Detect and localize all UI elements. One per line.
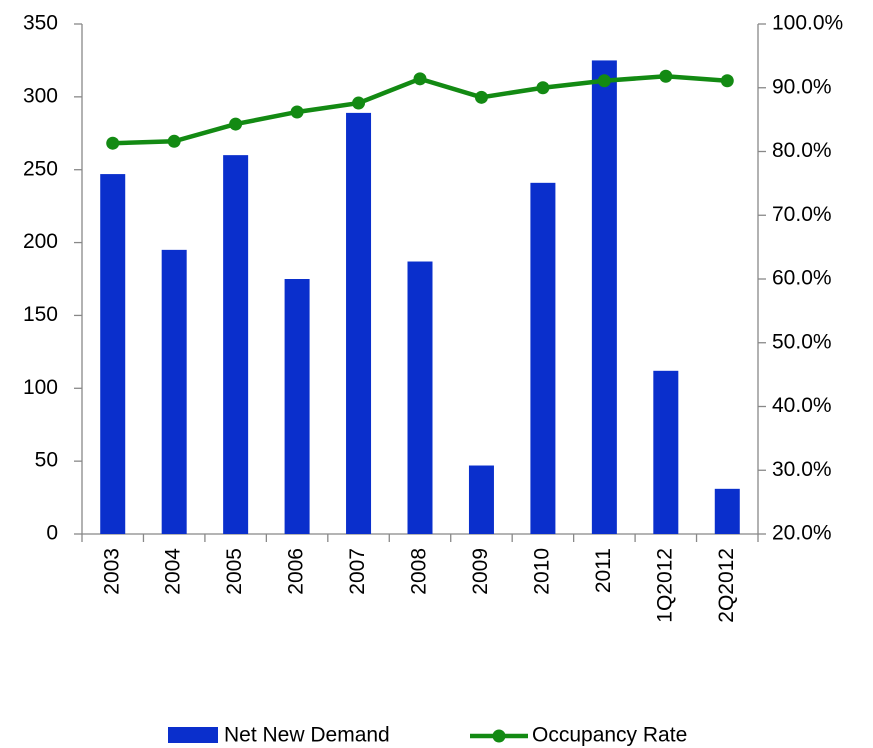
line-marker: [229, 117, 243, 131]
line-marker: [352, 96, 366, 110]
legend-swatch: [168, 727, 218, 743]
x-tick-label: 2006: [285, 548, 308, 595]
y-tick-label: 200: [23, 230, 58, 253]
bar: [223, 155, 249, 534]
y2-tick-label: 50.0%: [772, 330, 832, 353]
line-marker: [290, 105, 304, 119]
line: [112, 74, 728, 146]
y-tick-label: 300: [23, 84, 58, 107]
x-tick-label: 2005: [223, 548, 246, 595]
x-tick-label: 2007: [346, 548, 369, 595]
x-tick-label: 2Q2012: [715, 548, 738, 623]
line-marker: [167, 134, 181, 148]
bar: [407, 261, 433, 534]
bar: [100, 174, 126, 535]
x-tick-label: 2010: [530, 548, 553, 595]
line-marker: [659, 69, 673, 83]
legend-swatch: [492, 729, 506, 743]
legend-label: Occupancy Rate: [532, 724, 687, 747]
bar: [530, 182, 556, 535]
x-tick-label: 1Q2012: [653, 548, 676, 623]
line-marker: [413, 72, 427, 86]
y2-tick-label: 70.0%: [772, 203, 832, 226]
y-tick-label: 150: [23, 303, 58, 326]
x-tick-label: 2009: [469, 548, 492, 595]
y-tick-label: 0: [46, 522, 58, 545]
y-tick-label: 250: [23, 157, 58, 180]
y-tick-label: 50: [35, 449, 58, 472]
y-tick-label: 350: [23, 12, 58, 35]
y2-tick-label: 60.0%: [772, 267, 832, 290]
line-marker: [597, 74, 611, 88]
x-tick-label: 2008: [408, 548, 431, 595]
line-marker: [474, 90, 488, 104]
y2-tick-label: 100.0%: [772, 12, 843, 35]
line-marker: [106, 136, 120, 150]
bar: [591, 60, 617, 535]
y2-tick-label: 90.0%: [772, 75, 832, 98]
y2-tick-label: 30.0%: [772, 458, 832, 481]
y2-tick-label: 20.0%: [772, 522, 832, 545]
bar: [468, 465, 494, 534]
bar: [653, 370, 679, 534]
line-marker: [536, 81, 550, 95]
bar: [346, 112, 372, 534]
legend-label: Net New Demand: [224, 724, 390, 747]
x-tick-label: 2004: [162, 548, 185, 595]
bar: [284, 279, 310, 534]
x-tick-label: 2011: [592, 548, 615, 593]
x-tick-label: 2003: [100, 548, 123, 595]
bar: [714, 488, 740, 534]
line-marker: [720, 74, 734, 88]
y2-tick-label: 80.0%: [772, 139, 832, 162]
y-tick-label: 100: [23, 376, 58, 399]
y2-tick-label: 40.0%: [772, 394, 832, 417]
bar: [161, 249, 187, 534]
